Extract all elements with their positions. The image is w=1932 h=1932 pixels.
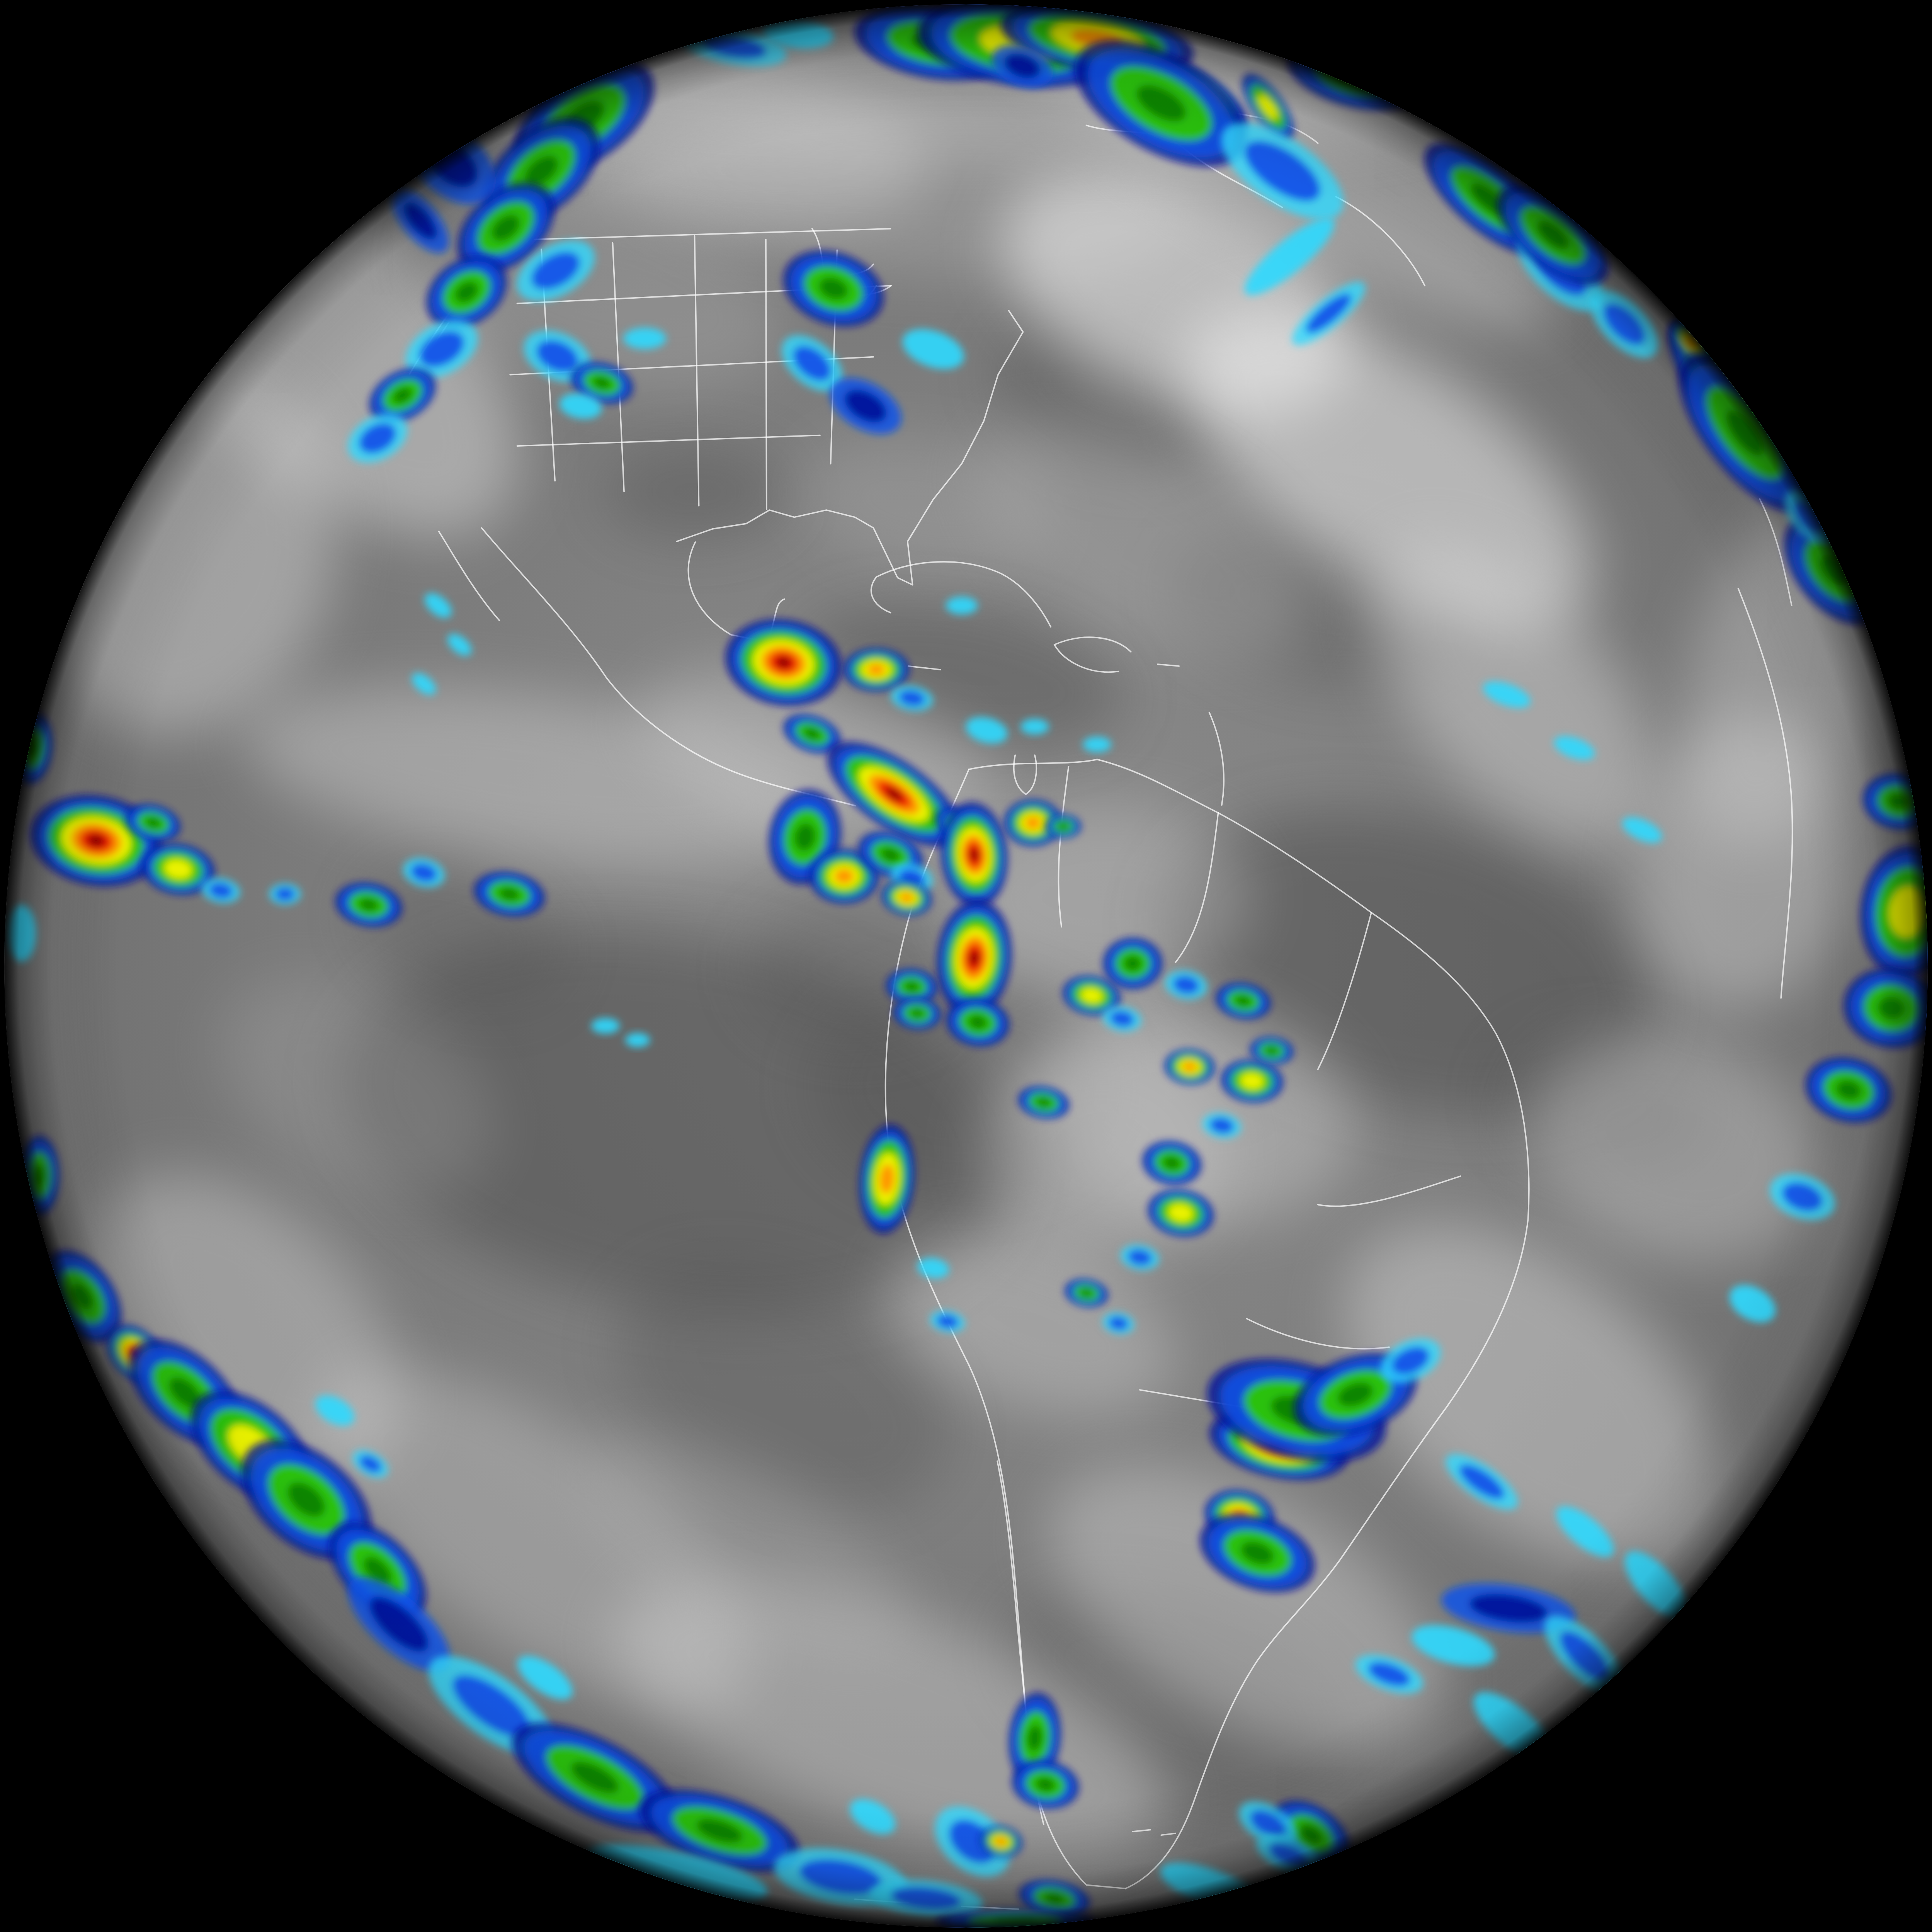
- satellite-image-viewport: [0, 0, 1932, 1932]
- limb-shading-layer: [4, 4, 1928, 1928]
- limb-darkening-overlay: [4, 4, 1928, 1928]
- earth-fulldisk-ir-satellite-image: [0, 0, 1932, 1932]
